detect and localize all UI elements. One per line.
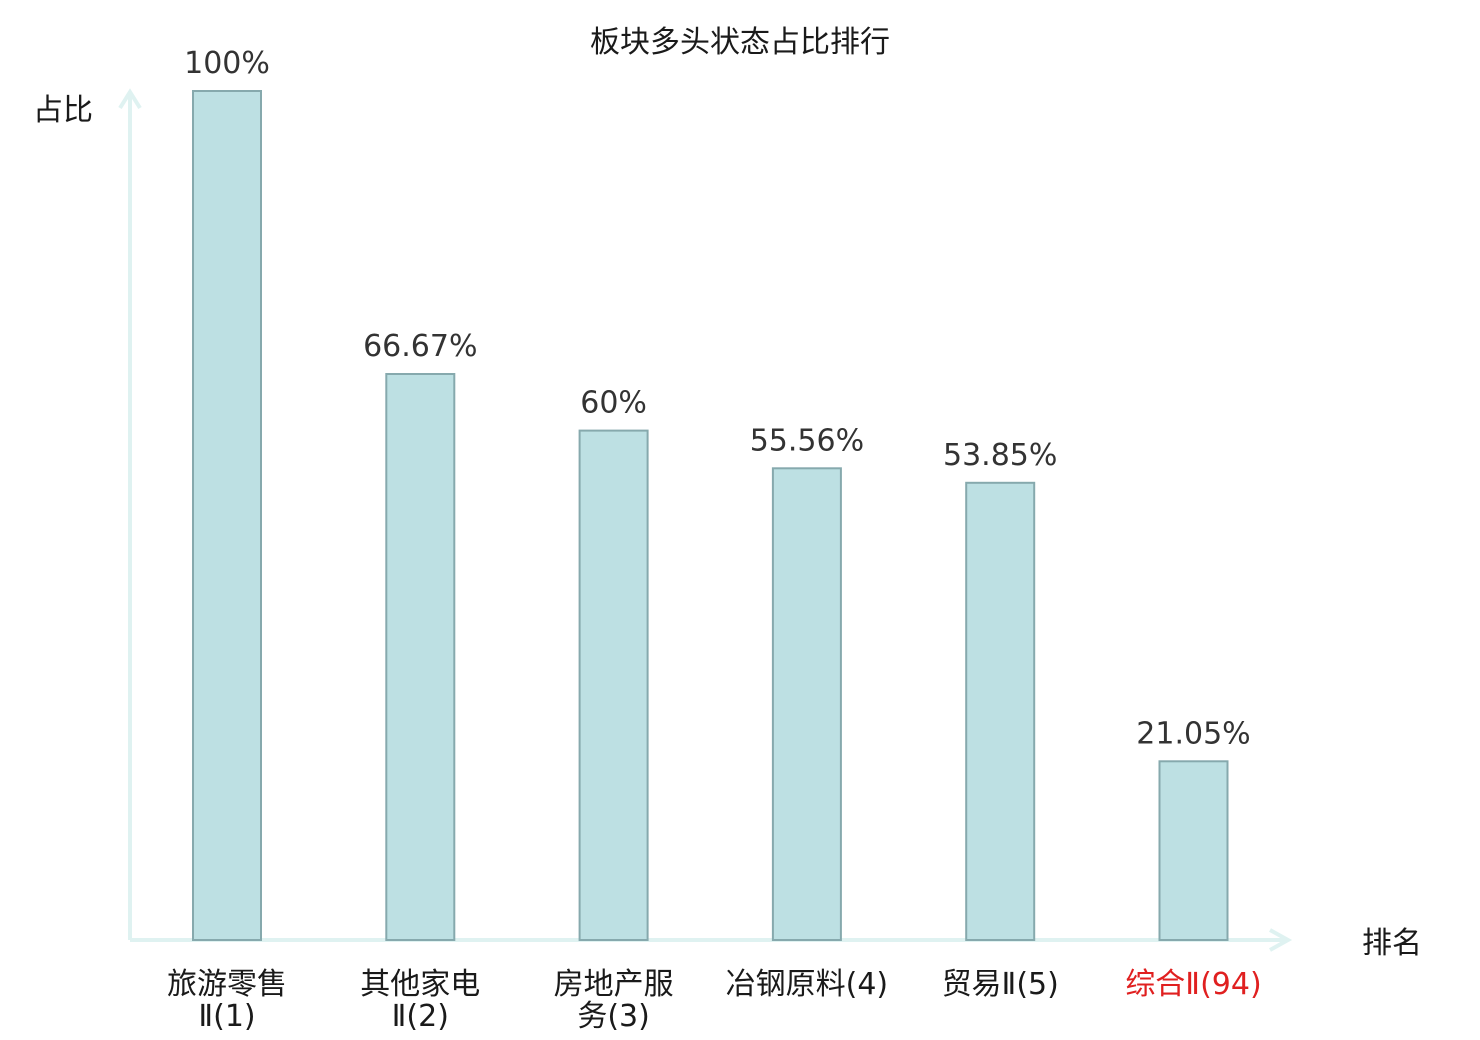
value-label-1: 100% [184,46,270,81]
category-labels-group: 旅游零售 Ⅱ(1) 其他家电 Ⅱ(2) 房地产服务(3) 冶钢原料(4) 贸易Ⅱ(5) 综合Ⅱ… [167,967,1262,1034]
value-labels-group: 100% 66.67% 60% 55.56% 53.85% 21.05% [184,46,1251,751]
bar-4 [771,467,842,941]
category-label-5: 贸易Ⅱ(5) [942,967,1059,1002]
category-label-line: Ⅱ(2) [392,999,449,1034]
bar-1 [192,90,262,941]
category-label-1: 旅游零售 Ⅱ(1) [167,967,287,1034]
category-label-line: 贸易Ⅱ(5) [942,967,1059,1002]
y-axis-label: 占比 [33,93,93,128]
chart-title: 板块多头状态占比排行 [590,25,890,60]
category-label-line: 旅游零售 [167,967,287,1002]
bar-3 [578,429,649,941]
value-label-3: 60% [580,386,647,421]
x-axis-label: 排名 [1362,926,1422,961]
y-axis [118,88,142,940]
category-label-6: 综合Ⅱ(94) [1125,967,1261,1002]
category-label-line: 其他家电 [360,967,480,1002]
x-axis-arrowhead [1269,928,1293,952]
category-label-2: 其他家电 Ⅱ(2) [360,967,480,1034]
value-label-2: 66.67% [363,329,477,364]
category-label-3: 房地产服务(3) [554,967,674,1034]
y-axis-arrowhead [118,88,142,110]
bar-6 [1158,760,1229,941]
value-label-4: 55.56% [750,423,864,458]
category-label-4: 冶钢原料(4) [726,967,889,1002]
x-axis [130,928,1293,952]
category-label-line: 房地产服 [554,967,674,1002]
bars-group [192,90,1229,941]
category-label-line: 务(3) [577,999,650,1034]
category-label-line: 综合Ⅱ(94) [1125,967,1261,1002]
category-label-line: Ⅱ(1) [198,999,255,1034]
bar-2 [385,373,456,941]
category-label-line: 冶钢原料(4) [726,967,889,1002]
bar-5 [965,481,1036,941]
value-label-5: 53.85% [943,438,1057,473]
value-label-6: 21.05% [1136,716,1250,751]
